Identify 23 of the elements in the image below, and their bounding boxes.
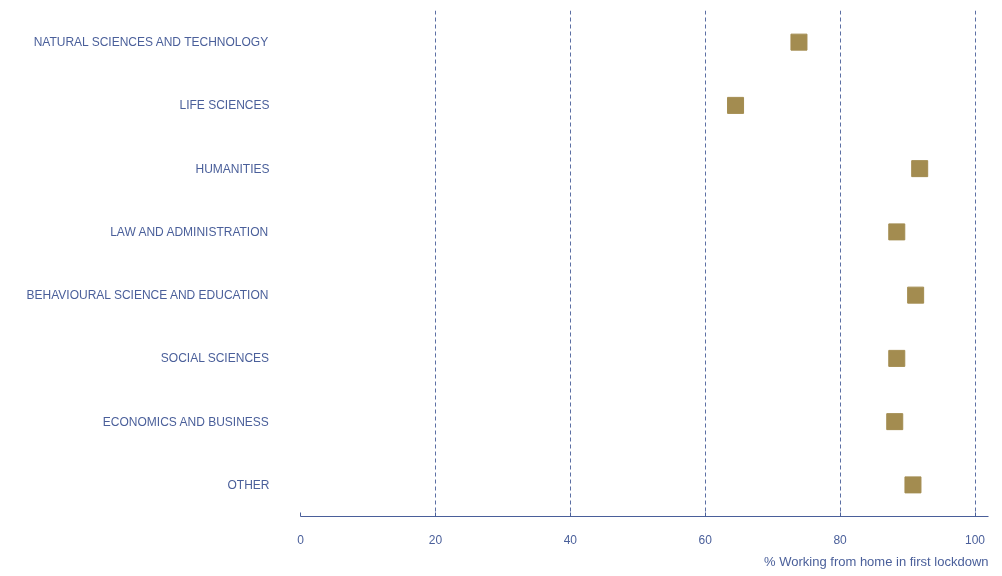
- point: [790, 33, 808, 51]
- point: [886, 413, 904, 431]
- x-tick-label: 100: [965, 532, 986, 547]
- point: [727, 96, 745, 114]
- y-tick-label: SOCIAL SCIENCES: [160, 351, 270, 366]
- point: [904, 476, 922, 494]
- point: [888, 223, 906, 241]
- y-tick-label: HUMANITIES: [195, 161, 270, 176]
- x-axis-title: % Working from home in first lockdown: [764, 553, 989, 569]
- y-tick-label: ECONOMICS AND BUSINESS: [102, 414, 269, 429]
- y-tick-label: OTHER: [227, 477, 270, 492]
- x-tick-label: 80: [833, 532, 848, 547]
- point: [888, 349, 906, 367]
- y-tick-label: LIFE SCIENCES: [179, 98, 270, 113]
- x-tick-label: 40: [563, 532, 578, 547]
- y-tick-label: NATURAL SCIENCES AND TECHNOLOGY: [33, 35, 269, 50]
- point: [907, 286, 925, 304]
- x-tick-label: 20: [428, 532, 443, 547]
- x-tick-label: 0: [297, 532, 305, 547]
- point: [911, 160, 929, 178]
- y-tick-label: LAW AND ADMINISTRATION: [110, 224, 269, 239]
- y-tick-label: BEHAVIOURAL SCIENCE AND EDUCATION: [26, 288, 269, 303]
- x-tick-label: 60: [698, 532, 713, 547]
